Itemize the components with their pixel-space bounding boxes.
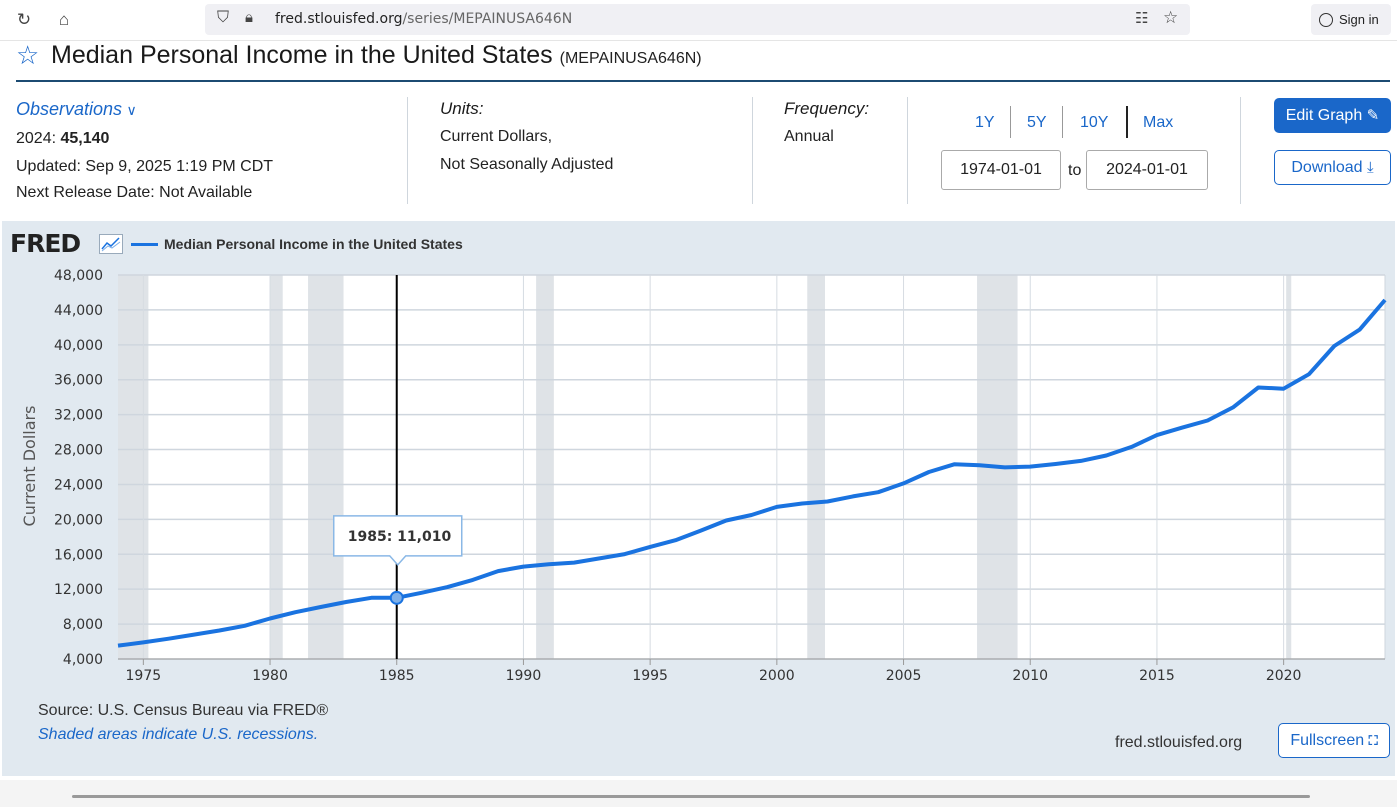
scrollbar-thumb[interactable]: [72, 795, 1310, 798]
y-tick-label: 12,000: [54, 582, 103, 598]
series-id: (MEPAINUSA646N): [559, 50, 702, 67]
observations-toggle[interactable]: Observations: [16, 99, 123, 119]
y-tick-label: 32,000: [54, 408, 103, 424]
range-separator: [1010, 106, 1011, 138]
y-tick-label: 8,000: [63, 617, 103, 633]
y-tick-label: 40,000: [54, 338, 103, 354]
download-button[interactable]: Download ⤓: [1274, 150, 1391, 185]
tooltip-text: 1985: 11,010: [348, 529, 452, 545]
y-tick-label: 28,000: [54, 443, 103, 459]
x-tick-label: 1990: [506, 668, 542, 684]
x-tick-label: 2020: [1266, 668, 1302, 684]
divider: [407, 97, 408, 204]
units-block: Units: Current Dollars, Not Seasonally A…: [440, 95, 613, 179]
y-tick-label: 36,000: [54, 373, 103, 389]
next-release-text: Next Release Date: Not Available: [16, 184, 253, 201]
download-icon: ⤓: [1366, 159, 1374, 176]
y-tick-label: 20,000: [54, 512, 103, 528]
range-separator: [1126, 106, 1128, 138]
tooltip-date: 1985:: [348, 529, 397, 545]
updated-text: Updated: Sep 9, 2025 1:19 PM CDT: [16, 158, 274, 175]
reader-view-icon[interactable]: ☷: [1135, 10, 1149, 27]
page-title: Median Personal Income in the United Sta…: [51, 41, 702, 69]
reload-icon[interactable]: ↻: [16, 10, 32, 29]
y-tick-label: 44,000: [54, 303, 103, 319]
range-max-button[interactable]: Max: [1143, 114, 1174, 131]
shield-icon[interactable]: ⛉: [217, 9, 230, 26]
account-icon: [1319, 13, 1333, 27]
recession-band: [1286, 275, 1292, 659]
legend-swatch: [131, 243, 158, 246]
range-5y-button[interactable]: 5Y: [1027, 114, 1047, 131]
start-date-input[interactable]: 1974-01-01: [941, 150, 1061, 190]
recession-band: [270, 275, 283, 659]
units-line-1: Current Dollars,: [440, 128, 553, 145]
recession-note[interactable]: Shaded areas indicate U.S. recessions.: [38, 726, 319, 743]
observations-block: Observations ∨ 2024: 45,140 Updated: Sep…: [16, 95, 273, 207]
to-label: to: [1068, 162, 1082, 179]
recession-band: [536, 275, 554, 659]
y-tick-label: 4,000: [63, 652, 103, 668]
recession-band: [118, 275, 149, 659]
site-link[interactable]: fred.stlouisfed.org: [1115, 734, 1243, 751]
latest-observation: 2024: 45,140: [16, 130, 110, 147]
source-note: Source: U.S. Census Bureau via FRED®: [38, 702, 329, 719]
x-tick-label: 1980: [252, 668, 288, 684]
units-line-2: Not Seasonally Adjusted: [440, 156, 614, 173]
tooltip-box: [332, 515, 463, 566]
divider: [1240, 97, 1241, 204]
range-separator: [1062, 106, 1063, 138]
x-tick-label: 1975: [126, 668, 162, 684]
x-tick-label: 2005: [886, 668, 922, 684]
chevron-down-icon[interactable]: ∨: [126, 102, 137, 118]
tooltip-value: 11,010: [397, 529, 451, 545]
range-10y-button[interactable]: 10Y: [1080, 114, 1109, 131]
x-tick-label: 2015: [1139, 668, 1175, 684]
series-title-row: ☆ Median Personal Income in the United S…: [16, 40, 1390, 82]
bookmark-star-icon[interactable]: ☆: [1163, 8, 1179, 27]
range-1y-button[interactable]: 1Y: [975, 114, 995, 131]
hover-point[interactable]: [389, 590, 404, 605]
divider: [907, 97, 908, 204]
x-tick-label: 2010: [1012, 668, 1048, 684]
edit-icon: ✎: [1366, 107, 1380, 124]
chart-logo-icon: [99, 234, 123, 254]
lock-icon[interactable]: 🔒︎: [245, 9, 253, 26]
units-label: Units:: [440, 99, 484, 118]
address-bar[interactable]: ⛉ 🔒︎ fred.stlouisfed.org/series/MEPAINUS…: [205, 4, 1190, 35]
frequency-value: Annual: [784, 128, 834, 145]
url-text[interactable]: fred.stlouisfed.org/series/MEPAINUSA646N: [275, 11, 573, 27]
edit-graph-button[interactable]: Edit Graph ✎: [1274, 98, 1391, 133]
divider: [752, 97, 753, 204]
x-tick-label: 1995: [632, 668, 668, 684]
sign-in-button[interactable]: Sign in: [1311, 4, 1391, 35]
legend-label: Median Personal Income in the United Sta…: [164, 236, 463, 252]
favorite-star-icon[interactable]: ☆: [16, 40, 40, 70]
x-tick-label: 1985: [379, 668, 415, 684]
end-date-input[interactable]: 2024-01-01: [1086, 150, 1208, 190]
y-tick-label: 16,000: [54, 547, 103, 563]
horizontal-scrollbar: [0, 780, 1397, 807]
y-tick-label: 48,000: [54, 268, 103, 284]
fullscreen-icon: ⛶: [1368, 733, 1378, 748]
recession-band: [308, 275, 344, 659]
home-icon[interactable]: ⌂: [58, 10, 70, 29]
fred-logo: FRED: [10, 229, 81, 258]
frequency-block: Frequency: Annual: [784, 95, 869, 151]
browser-toolbar: ↻ ⌂ ⛉ 🔒︎ fred.stlouisfed.org/series/MEPA…: [0, 0, 1397, 41]
fullscreen-button[interactable]: Fullscreen ⛶: [1278, 723, 1390, 758]
x-tick-label: 2000: [759, 668, 795, 684]
y-tick-label: 24,000: [54, 477, 103, 493]
series-line[interactable]: [117, 298, 1387, 648]
recession-band: [807, 275, 825, 659]
frequency-label: Frequency:: [784, 99, 870, 118]
y-axis-label: Current Dollars: [20, 406, 39, 527]
